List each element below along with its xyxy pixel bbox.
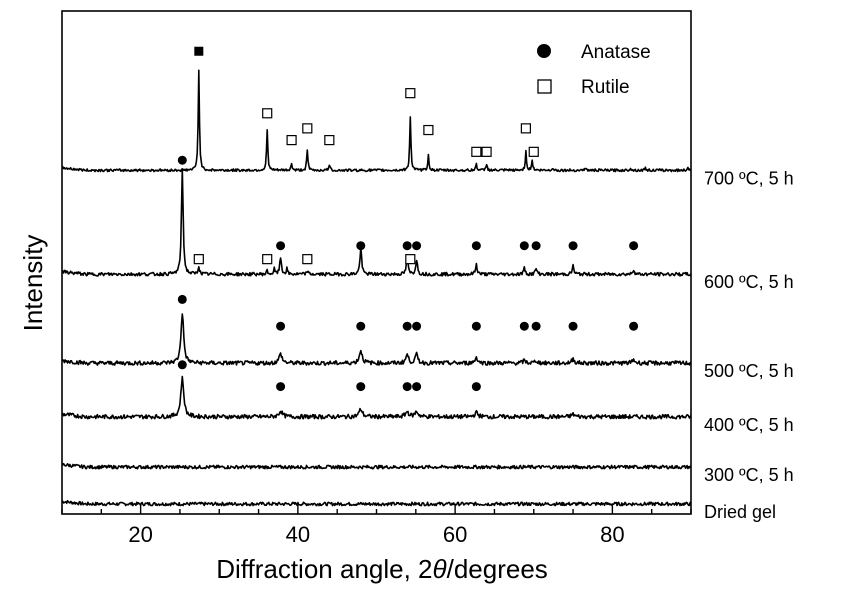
anatase-marker (569, 322, 578, 331)
anatase-marker (569, 241, 578, 250)
series-line-2 (62, 377, 691, 419)
rutile-marker (521, 124, 530, 133)
anatase-marker (629, 241, 638, 250)
anatase-marker (532, 241, 541, 250)
anatase-marker (403, 241, 412, 250)
anatase-marker (412, 241, 421, 250)
phase-markers-group (178, 47, 638, 391)
rutile-marker (194, 255, 203, 264)
anatase-marker (178, 156, 187, 165)
anatase-marker (356, 382, 365, 391)
legend-rutile-label: Rutile (581, 77, 630, 98)
anatase-marker (472, 322, 481, 331)
series-line-4 (62, 169, 691, 276)
series-label-2: 400 ºC, 5 h (704, 415, 794, 435)
anatase-marker (178, 295, 187, 304)
anatase-marker (520, 241, 529, 250)
x-tick-label: 60 (443, 522, 467, 547)
anatase-marker (403, 382, 412, 391)
rutile-marker (263, 255, 272, 264)
legend-anatase-label: Anatase (581, 42, 651, 63)
legend-anatase-marker (537, 44, 551, 58)
rutile-marker (472, 147, 481, 156)
anatase-marker (276, 322, 285, 331)
anatase-marker (532, 322, 541, 331)
anatase-marker (520, 322, 529, 331)
legend-rutile-marker (538, 80, 551, 93)
rutile-marker (482, 147, 491, 156)
rutile-marker (325, 136, 334, 145)
x-tick-label: 80 (600, 522, 624, 547)
x-ticks-group: 20 40 60 80 (62, 504, 691, 547)
anatase-marker (472, 241, 481, 250)
series-label-4: 600 ºC, 5 h (704, 272, 794, 292)
anatase-marker (412, 322, 421, 331)
x-tick-label: 40 (286, 522, 310, 547)
rutile-marker (424, 126, 433, 135)
rutile-marker (406, 255, 415, 264)
series-line-3 (62, 314, 691, 365)
anatase-marker (356, 241, 365, 250)
rutile-marker (406, 89, 415, 98)
series-label-0: Dried gel (704, 502, 776, 522)
rutile-marker (303, 124, 312, 133)
trace-labels-group: Dried gel 300 ºC, 5 h 400 ºC, 5 h 500 ºC, 5… (704, 168, 794, 522)
rutile-marker (303, 255, 312, 264)
rutile-marker (287, 136, 296, 145)
rutile-marker (263, 109, 272, 118)
series-line-0 (62, 501, 691, 506)
x-axis-title: Diffraction angle, 2θ/degrees (216, 554, 548, 584)
y-axis-title: Intensity (18, 235, 48, 332)
main-peak-marker (194, 47, 203, 56)
rutile-marker (529, 147, 538, 156)
anatase-marker (629, 322, 638, 331)
traces-group (62, 70, 691, 505)
series-label-3: 500 ºC, 5 h (704, 361, 794, 381)
series-label-1: 300 ºC, 5 h (704, 465, 794, 485)
anatase-marker (356, 322, 365, 331)
series-label-5: 700 ºC, 5 h (704, 168, 794, 188)
x-tick-label: 20 (128, 522, 152, 547)
series-line-1 (62, 464, 691, 469)
anatase-marker (276, 382, 285, 391)
anatase-marker (178, 360, 187, 369)
anatase-marker (403, 322, 412, 331)
anatase-marker (412, 382, 421, 391)
anatase-marker (276, 241, 285, 250)
anatase-marker (472, 382, 481, 391)
legend: Anatase Rutile (537, 42, 651, 98)
